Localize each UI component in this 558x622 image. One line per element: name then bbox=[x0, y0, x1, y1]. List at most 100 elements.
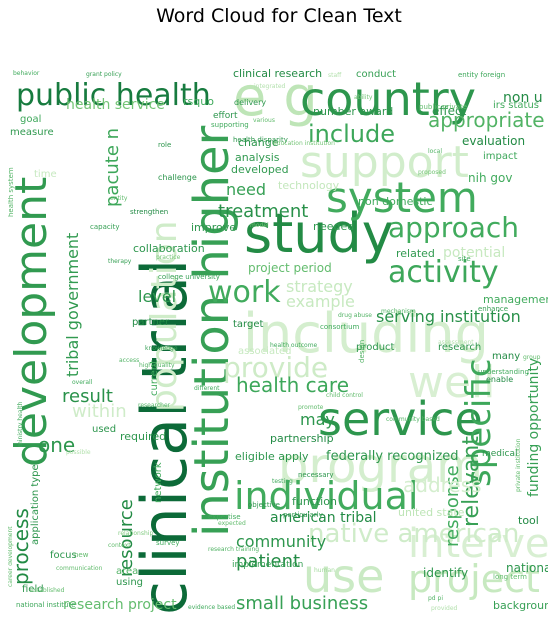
word-development: development bbox=[8, 177, 57, 467]
word-community-based: community based bbox=[386, 416, 440, 423]
word-number-award: number award bbox=[313, 105, 393, 118]
word-relevant: relevant bbox=[459, 436, 484, 527]
word-particularly: particularly bbox=[283, 511, 323, 519]
word-activity: activity bbox=[388, 255, 499, 290]
word-research: research bbox=[438, 342, 481, 353]
word-use: use bbox=[303, 549, 384, 603]
word-private-institution: private institution bbox=[515, 438, 522, 492]
word-education-institution: education institution bbox=[273, 140, 335, 147]
word-identify: identify bbox=[423, 566, 468, 580]
word-improve: improve bbox=[191, 221, 236, 234]
word-appropriate: appropriate bbox=[428, 108, 545, 132]
word-management: management bbox=[483, 293, 548, 306]
word-staff: staff bbox=[328, 72, 342, 79]
word-site: site bbox=[458, 255, 471, 263]
word-survey: survey bbox=[156, 539, 180, 547]
word-federally-recognized: federally recognized bbox=[326, 449, 459, 464]
word-research-project: research project bbox=[63, 597, 177, 613]
word-many: many bbox=[492, 351, 520, 362]
word-nih-gov: nih gov bbox=[468, 171, 512, 185]
word-level: level bbox=[138, 287, 176, 306]
word-design: design bbox=[358, 340, 366, 363]
word-network: network bbox=[153, 462, 164, 503]
word-public-private: public private bbox=[419, 103, 467, 111]
word-national: national bbox=[506, 561, 548, 575]
word-enable: enable bbox=[486, 375, 513, 384]
word-study: study bbox=[244, 202, 394, 265]
word-product: product bbox=[356, 342, 395, 353]
word-entity-foreign: entity foreign bbox=[458, 71, 505, 79]
word-pd-pi: pd pi bbox=[428, 595, 443, 602]
word-used: used bbox=[92, 424, 116, 435]
word-medical: medical bbox=[482, 449, 517, 459]
word-model: model bbox=[250, 222, 269, 229]
word-mechanism: mechanism bbox=[381, 308, 416, 315]
word-resource: resource bbox=[116, 499, 137, 577]
word-college-university: college university bbox=[158, 273, 220, 281]
word-tribal-government: tribal government bbox=[63, 233, 82, 377]
word-capacity: capacity bbox=[90, 223, 120, 231]
word-area: area bbox=[116, 566, 138, 577]
word-project-period: project period bbox=[248, 261, 332, 275]
word-drug-abuse: drug abuse bbox=[338, 312, 372, 319]
word-knowledge: knowledge bbox=[145, 345, 178, 352]
word-time: time bbox=[34, 169, 57, 180]
word-project: project bbox=[408, 557, 540, 601]
word-ability: ability bbox=[354, 94, 373, 101]
word-service: service bbox=[318, 392, 483, 446]
word-current: current bbox=[149, 360, 160, 396]
word-evaluation: evaluation bbox=[462, 134, 525, 148]
word-local: local bbox=[428, 148, 442, 155]
word-assessment: assessment bbox=[438, 339, 474, 346]
word-researcher: researcher bbox=[138, 402, 171, 409]
word-health-care: health care bbox=[236, 373, 349, 397]
word-focus: focus bbox=[50, 550, 77, 561]
word-collaboration: collaboration bbox=[133, 242, 205, 255]
word-one: one bbox=[38, 433, 75, 457]
word-example: example bbox=[286, 292, 355, 311]
word-different: different bbox=[194, 385, 220, 392]
word-long-term: long term bbox=[493, 573, 527, 581]
word-delivery: delivery bbox=[234, 98, 266, 107]
word-pacute-n: pacute n bbox=[102, 128, 123, 207]
word-analysis: analysis bbox=[235, 151, 280, 164]
word-necessary: necessary bbox=[298, 471, 334, 479]
word-support: support bbox=[300, 137, 469, 188]
word-access: access bbox=[119, 357, 139, 364]
word-united-state: united state bbox=[398, 506, 465, 519]
word-human: human bbox=[314, 567, 335, 574]
word-health-outcome: health outcome bbox=[270, 342, 318, 349]
word-e-g: e g bbox=[233, 67, 318, 128]
word-background: background bbox=[493, 599, 548, 612]
word-target: target bbox=[233, 319, 263, 330]
word-child-control: child control bbox=[326, 392, 363, 399]
word-measure: measure bbox=[10, 127, 54, 138]
word-impact: impact bbox=[483, 151, 517, 162]
word-institution-higher: institution higher bbox=[184, 125, 240, 537]
word-result: result bbox=[62, 386, 113, 407]
word-partner: partner bbox=[132, 317, 170, 328]
word-tool: tool bbox=[518, 514, 539, 527]
word-cloud: clinical trial study including e ginstituti… bbox=[8, 67, 548, 615]
word-testing: testing bbox=[272, 478, 293, 485]
word-career-development: career development bbox=[8, 526, 14, 587]
word-implementation: implementation bbox=[232, 560, 303, 570]
word-technology: technology bbox=[278, 179, 340, 192]
word-strategy: strategy bbox=[286, 277, 353, 296]
word-provided: provided bbox=[431, 605, 458, 612]
word-cloud-area: clinical trial study including e g instituti… bbox=[8, 67, 548, 615]
word-behavior: behavior bbox=[13, 70, 40, 77]
word-funding-opportunity: funding opportunity bbox=[526, 358, 542, 497]
word-may: may bbox=[300, 410, 335, 429]
word-small-business: small business bbox=[236, 593, 368, 614]
word-american-tribal: american tribal bbox=[270, 510, 377, 526]
word-group: group bbox=[523, 354, 541, 361]
word-within: within bbox=[72, 401, 127, 422]
word-irs-status: irs status bbox=[493, 100, 539, 111]
word-role: role bbox=[158, 141, 171, 149]
word-practice: practice bbox=[156, 254, 181, 261]
word-promote: promote bbox=[298, 404, 324, 411]
word-communication: communication bbox=[56, 565, 103, 572]
word-address: address bbox=[403, 473, 482, 497]
word-non-u: non u bbox=[503, 90, 543, 106]
